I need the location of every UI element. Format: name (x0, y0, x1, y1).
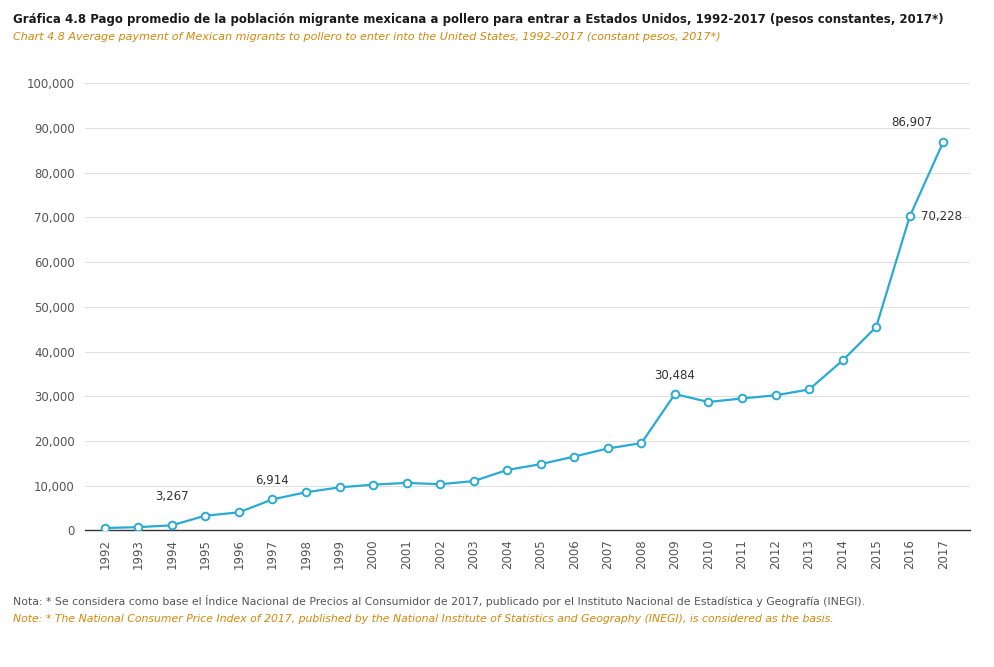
Text: Note: * The National Consumer Price Index of 2017, published by the National Ins: Note: * The National Consumer Price Inde… (13, 614, 833, 624)
Text: 3,267: 3,267 (155, 490, 189, 503)
Text: 86,907: 86,907 (891, 116, 931, 129)
Text: 30,484: 30,484 (654, 369, 695, 382)
Text: 70,228: 70,228 (919, 210, 961, 223)
Text: Nota: * Se considera como base el Índice Nacional de Precios al Consumidor de 20: Nota: * Se considera como base el Índice… (13, 595, 864, 607)
Text: Gráfica 4.8 Pago promedio de la población migrante mexicana a pollero para entra: Gráfica 4.8 Pago promedio de la població… (13, 13, 942, 26)
Text: 6,914: 6,914 (255, 474, 289, 487)
Text: Chart 4.8 Average payment of Mexican migrants to pollero to enter into the Unite: Chart 4.8 Average payment of Mexican mig… (13, 32, 720, 42)
